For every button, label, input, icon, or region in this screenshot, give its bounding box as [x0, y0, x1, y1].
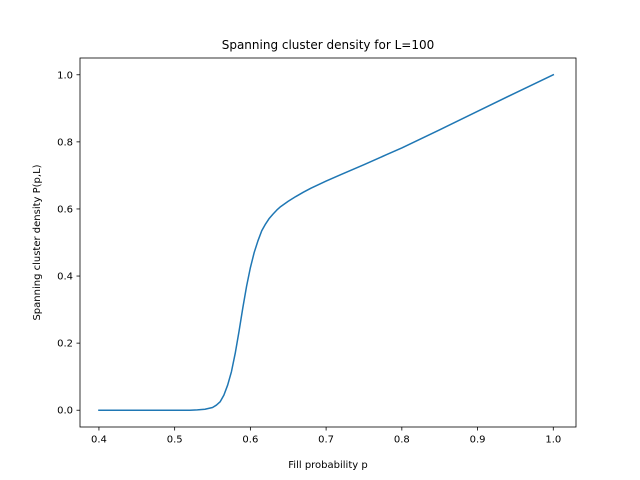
x-tick-label: 0.7	[318, 435, 334, 446]
y-tick-label: 0.4	[57, 272, 73, 283]
plot-area	[98, 73, 555, 411]
x-tick-label: 0.5	[167, 435, 183, 446]
x-tick-label: 0.4	[91, 435, 107, 446]
x-tick-label: 0.8	[394, 435, 410, 446]
x-axis-label: Fill probability p	[288, 460, 367, 471]
chart-title: Spanning cluster density for L=100	[222, 38, 435, 52]
y-tick-label: 0.8	[57, 137, 73, 148]
axes-frame	[79, 57, 577, 428]
y-tick-label: 0.0	[57, 406, 73, 417]
x-tick-label: 0.6	[242, 435, 258, 446]
series-line-0	[98, 73, 555, 411]
y-tick-label: 0.6	[57, 204, 73, 215]
y-tick-label: 1.0	[57, 70, 73, 81]
y-tick-label: 0.2	[57, 339, 73, 350]
x-tick-label: 1.0	[545, 435, 561, 446]
x-tick-label: 0.9	[470, 435, 486, 446]
y-axis-label: Spanning cluster density P(p,L)	[32, 164, 43, 320]
